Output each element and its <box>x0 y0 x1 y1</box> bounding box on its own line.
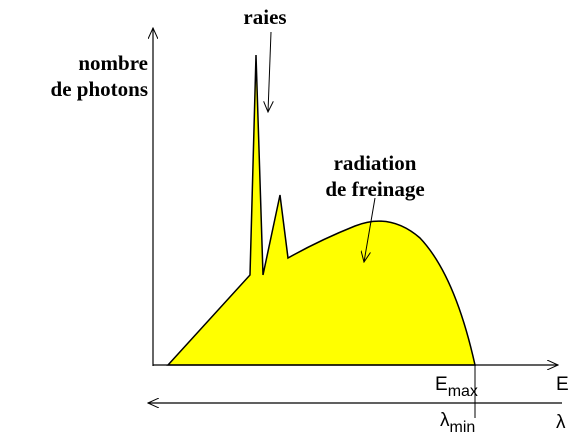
lines-arrow <box>268 31 271 112</box>
lines-annotation: raies <box>243 5 286 29</box>
subscript: max <box>448 383 478 400</box>
energy-axis-label: E <box>556 374 568 395</box>
bremsstrahlung-annotation: radiation <box>334 151 417 175</box>
y-axis-label: de photons <box>51 77 148 101</box>
spectrum-area <box>166 54 476 366</box>
symbol: λ <box>440 410 450 431</box>
symbol: E <box>435 374 448 395</box>
wavelength-axis-label: λ <box>556 412 566 433</box>
y-axis-label: nombre <box>78 51 148 75</box>
bremsstrahlung-arrow <box>364 197 376 262</box>
energy-marker: Emax <box>435 374 478 400</box>
wavelength-marker: λmin <box>440 410 475 436</box>
bremsstrahlung-annotation: de freinage <box>325 177 424 201</box>
subscript: min <box>450 419 476 436</box>
